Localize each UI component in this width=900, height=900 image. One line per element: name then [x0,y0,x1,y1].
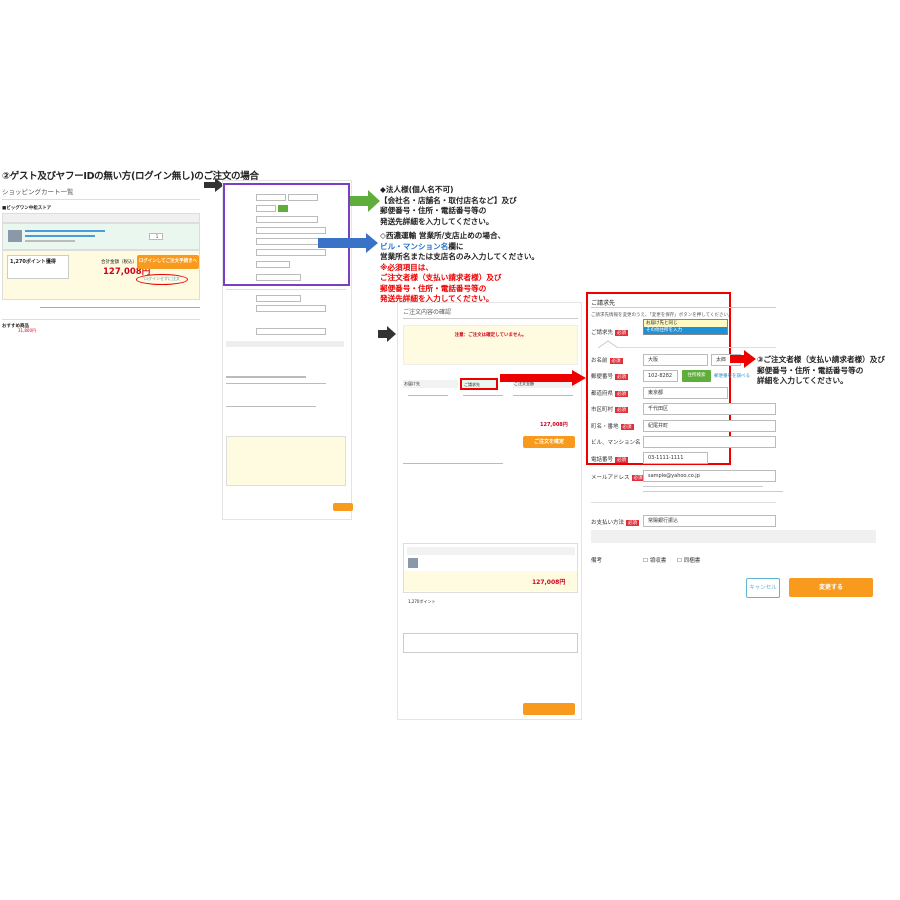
billing-select-label: ご請求先 必須 [591,330,629,336]
corporate-annotation: ◆法人様(個人名不可) 【会社名・店舗名・取付店名など】及び 郵便番号・住所・電… [380,185,517,227]
payment-label: お支払い方法 必須 [591,520,640,526]
prefecture-select[interactable]: 東京都 [643,387,728,399]
remarks-textarea[interactable] [403,633,578,653]
annotation-highlight: ビル・マンション名 [380,241,449,251]
name-label: お名前 必須 [591,358,623,364]
city-label: 市区町村 必須 [591,407,629,413]
confirm-order-button-small[interactable] [333,503,353,511]
tab-delivery[interactable]: お届け先 [403,380,458,388]
guest-order-form [222,180,353,520]
product-thumbnail [8,230,22,242]
payment-select[interactable]: 常陽銀行振込 [643,515,776,527]
building-input[interactable] [643,436,776,448]
confirm-total: 127,008円 [540,422,568,428]
cancel-button[interactable]: キャンセル [746,578,780,598]
recommend-price: 31,800円 [18,328,36,333]
billing-highlight-box [586,292,731,465]
enclosure-checkbox[interactable]: ☐ 同梱書 [677,558,701,564]
annotation-line: 営業所名または支店名のみ入力してください。 [380,252,540,261]
recommend-title: おすすめ商品 [2,324,29,329]
phone-input[interactable]: 03-1111-1111 [643,452,708,464]
cart-title: ショッピングカート一覧 [2,188,74,196]
tab-billing[interactable]: ご請求先 [460,378,498,390]
save-button[interactable]: 変更する [789,578,873,597]
delivery-highlight-box [223,183,350,286]
email-input[interactable]: sample@yahoo.co.jp [643,470,776,482]
annotation-line: 郵便番号・住所・電話番号等の [380,206,487,215]
city-input[interactable]: 千代田区 [643,403,776,415]
confirm-title: ご注文内容の確認 [403,309,452,316]
annotation-line: ③ご注文者様（支払い請求者様）及び [757,355,885,364]
arrow-right-icon-green [350,190,380,212]
total-label: 合計金額（税込） [101,260,137,265]
chevron-up-icon [598,340,618,348]
annotation-line: 発送先詳細を入力してください。 [380,294,494,303]
street-input[interactable]: 紀尾井町 [643,420,776,432]
arrow-right-icon-red [500,370,586,386]
quantity-input[interactable]: 1 [149,233,163,240]
arrow-right-icon-red [730,350,756,368]
arrow-right-icon [378,326,396,342]
annotation-line: 欄に [448,241,464,251]
street-label: 町名・番地 必須 [591,424,634,430]
total-price: 127,008円 [103,267,151,277]
remarks-label: 備考 [591,558,603,564]
tab-payment[interactable]: ご注文金額 [513,380,575,388]
option-same-as-delivery[interactable]: お届け先と同じ [644,320,727,327]
payment-note [591,530,876,543]
guest-checkout-link[interactable]: ログインせずに注文 [136,274,188,285]
cart-item-row: 1 [2,223,200,250]
submit-order-button[interactable]: ご注文を確定 [523,436,575,448]
annotation-line: ◇西濃運輸 営業所/支店止めの場合、 [380,231,506,240]
arrow-right-icon-blue [318,233,378,253]
billing-note: ご請求先情報を変更のうえ、「変更を保存」ボタンを押してください。 [591,313,733,318]
order-confirm-screenshot: ご注文内容の確認 注意：ご注文は確定していません。 お届け先 ご請求先 ご注文金… [397,302,582,720]
postal-input[interactable]: 102-8282 [643,370,678,382]
receipt-checkbox[interactable]: ☐ 領収書 [643,558,667,564]
option-other-address[interactable]: その他住所を入力 [644,327,727,334]
annotation-line: 発送先詳細を入力してください。 [380,216,494,226]
not-confirmed-warning: 注意：ご注文は確定していません。 [454,333,527,338]
annotation-line: 【会社名・店舗名・取付店名など】及び [380,195,517,205]
cart-table-header [2,213,200,223]
billing-annotation: ③ご注文者様（支払い請求者様）及び 郵便番号・住所・電話番号等の 詳細を入力して… [757,355,885,387]
store-name: ■ビッグワン中松ストア [2,206,52,211]
annotation-line: ※必須項目は、 [380,262,433,272]
billing-title: ご請求先 [591,300,616,307]
cart-summary: 1,270ポイント獲得 合計金額（税込） 127,008円 ログインしてご注文手… [2,250,200,300]
annotation-line: 郵便番号・住所・電話番号等の [380,283,487,293]
building-label: ビル、マンション名 [591,440,641,446]
annotation-line: 郵便番号・住所・電話番号等の [757,365,864,375]
billing-form: ご請求先 ご請求先情報を変更のうえ、「変更を保存」ボタンを押してください。 ご請… [583,290,883,610]
billing-dropdown[interactable]: お届け先と同じ その他住所を入力 [643,319,728,335]
annotation-line: ◆法人様(個人名不可) [380,185,454,194]
page-heading: ②ゲスト及びヤフーIDの無い方(ログイン無し)のご注文の場合 [2,171,259,182]
annotation-line: ご注文者様（支払い請求者様）及び [380,273,502,282]
seino-annotation: ◇西濃運輸 営業所/支店止めの場合、 ビル・マンション名欄に 営業所名または支店… [380,231,539,305]
points-earned: 1,270ポイント獲得 [10,259,56,265]
confirm-points: 1,270ポイント [408,599,436,604]
email-label: メールアドレス 必須 [591,475,645,481]
phone-label: 電話番号 必須 [591,457,629,463]
login-checkout-button[interactable]: ログインしてご注文手続きへ [137,255,199,269]
last-name-input[interactable]: 大阪 [643,354,708,366]
postal-label: 郵便番号 必須 [591,374,629,380]
postal-lookup-link[interactable]: 郵便番号を調べる [714,374,750,379]
address-search-button[interactable]: 住所検索 [682,370,711,382]
confirm-big-total: 127,008円 [532,579,566,586]
arrow-right-icon [204,178,224,192]
submit-order-button-bottom[interactable] [523,703,575,715]
annotation-line: 詳細を入力してください。 [757,376,848,385]
cart-screenshot: ショッピングカート一覧 ■ビッグワン中松ストア 1 1,270ポイント獲得 合計… [0,183,205,343]
prefecture-label: 都道府県 必須 [591,391,629,397]
